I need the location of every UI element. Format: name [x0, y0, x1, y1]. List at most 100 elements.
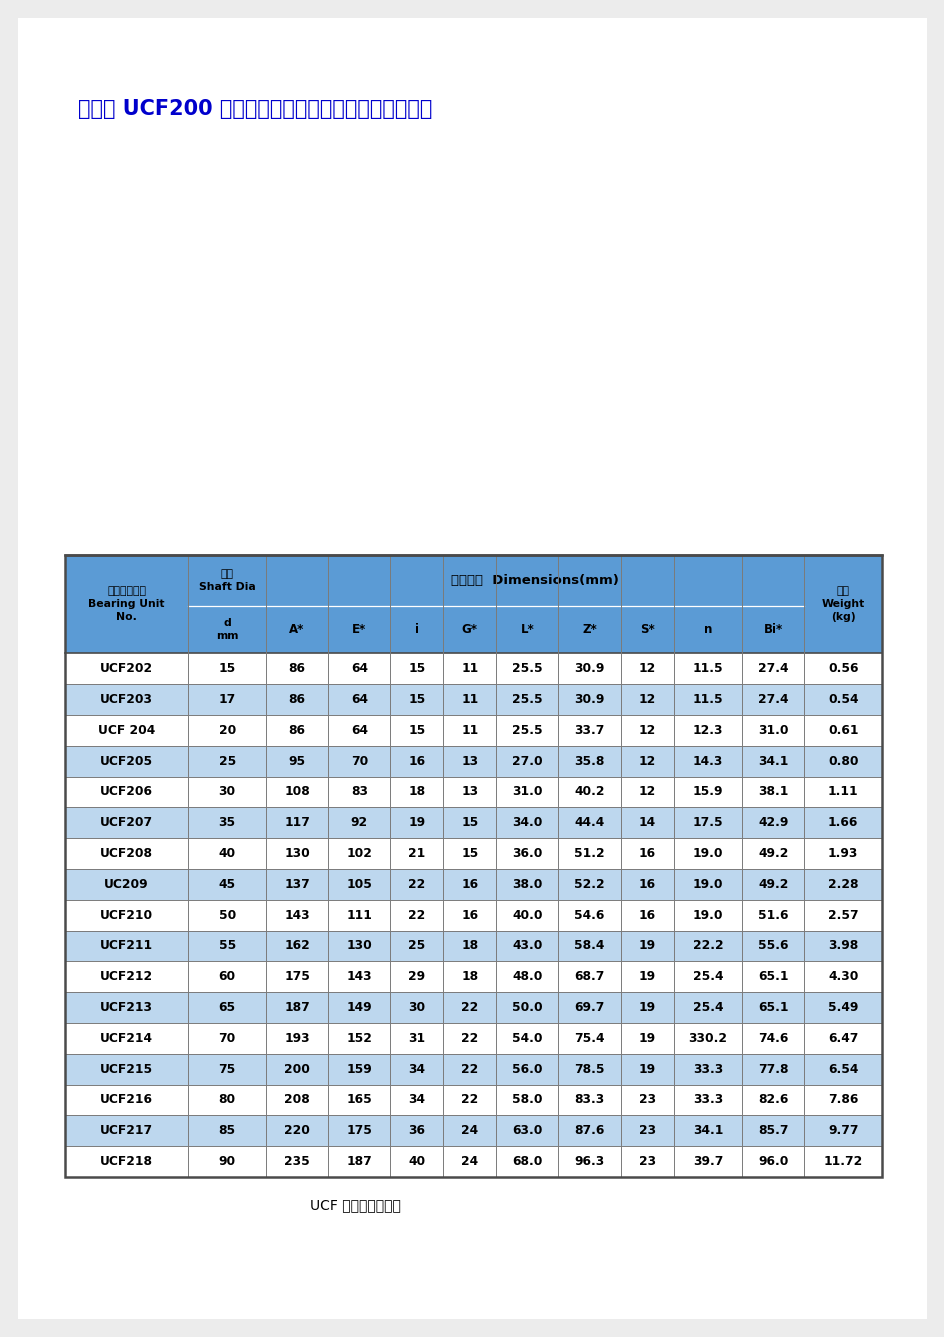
Text: 16: 16 [638, 909, 655, 921]
Text: 15: 15 [408, 662, 425, 675]
Text: 36: 36 [408, 1124, 425, 1138]
Text: 63.0: 63.0 [512, 1124, 542, 1138]
Text: 92: 92 [350, 816, 367, 829]
Text: 51.2: 51.2 [574, 848, 604, 860]
Text: 175: 175 [284, 971, 310, 983]
Text: 14.3: 14.3 [692, 754, 722, 767]
Text: 22: 22 [408, 909, 425, 921]
Text: 31.0: 31.0 [512, 785, 542, 798]
Text: 1.66: 1.66 [827, 816, 857, 829]
Text: 83.3: 83.3 [574, 1094, 604, 1107]
Text: UCF212: UCF212 [100, 971, 153, 983]
Text: 20: 20 [218, 723, 236, 737]
Text: 12.3: 12.3 [692, 723, 722, 737]
Text: UCF203: UCF203 [100, 693, 153, 706]
Text: 29: 29 [408, 971, 425, 983]
Text: 0.56: 0.56 [827, 662, 857, 675]
Text: UCF218: UCF218 [100, 1155, 153, 1169]
Bar [65, 869, 881, 900]
Text: UCF215: UCF215 [100, 1063, 153, 1076]
Text: UCF214: UCF214 [100, 1032, 153, 1046]
Text: 65.1: 65.1 [757, 971, 787, 983]
Text: 25.5: 25.5 [512, 662, 542, 675]
Text: 64: 64 [350, 662, 367, 675]
Text: 24: 24 [461, 1155, 478, 1169]
Text: 70: 70 [218, 1032, 236, 1046]
Text: 90: 90 [218, 1155, 235, 1169]
Text: 24: 24 [461, 1124, 478, 1138]
Text: 152: 152 [346, 1032, 372, 1046]
Text: 58.0: 58.0 [512, 1094, 542, 1107]
Text: 208: 208 [284, 1094, 310, 1107]
Text: 130: 130 [346, 940, 372, 952]
Bar [65, 1023, 881, 1054]
Text: 11.5: 11.5 [692, 693, 722, 706]
Text: 11: 11 [461, 662, 478, 675]
Text: 85.7: 85.7 [757, 1124, 787, 1138]
Text: 64: 64 [350, 723, 367, 737]
Text: 137: 137 [284, 878, 310, 890]
Text: 18: 18 [408, 785, 425, 798]
Text: 25: 25 [408, 940, 425, 952]
Text: 31: 31 [408, 1032, 425, 1046]
Text: 86: 86 [288, 723, 305, 737]
Text: 86: 86 [288, 693, 305, 706]
Text: 143: 143 [346, 971, 372, 983]
Text: 50: 50 [218, 909, 236, 921]
Text: 27.4: 27.4 [757, 662, 787, 675]
Text: UCF213: UCF213 [100, 1001, 153, 1013]
Text: UC209: UC209 [104, 878, 149, 890]
Text: 39.7: 39.7 [692, 1155, 722, 1169]
Text: 22: 22 [408, 878, 425, 890]
Text: 11.5: 11.5 [692, 662, 722, 675]
Text: Z*: Z* [582, 623, 597, 636]
Text: 58.4: 58.4 [574, 940, 604, 952]
Text: E*: E* [352, 623, 366, 636]
Text: 38.1: 38.1 [757, 785, 787, 798]
Text: 102: 102 [346, 848, 372, 860]
Text: 40: 40 [408, 1155, 425, 1169]
Text: 19.0: 19.0 [692, 848, 722, 860]
Text: 17.5: 17.5 [692, 816, 722, 829]
Text: 15: 15 [218, 662, 236, 675]
Text: 85: 85 [218, 1124, 235, 1138]
Text: 51.6: 51.6 [757, 909, 787, 921]
Bar [65, 777, 881, 808]
Bar [65, 685, 881, 715]
Text: n: n [703, 623, 712, 636]
Text: 80: 80 [218, 1094, 235, 1107]
Text: UCF206: UCF206 [100, 785, 153, 798]
Text: 111: 111 [346, 909, 372, 921]
Text: 36.0: 36.0 [512, 848, 542, 860]
Text: 12: 12 [638, 662, 655, 675]
Text: 43.0: 43.0 [512, 940, 542, 952]
Text: 193: 193 [284, 1032, 310, 1046]
Text: 19: 19 [638, 1001, 655, 1013]
Text: 27.4: 27.4 [757, 693, 787, 706]
Text: 22: 22 [461, 1094, 478, 1107]
Text: 16: 16 [461, 909, 478, 921]
Text: 54.0: 54.0 [512, 1032, 542, 1046]
Text: 77.8: 77.8 [757, 1063, 787, 1076]
Text: UCF 系列产品说明：: UCF 系列产品说明： [310, 1198, 400, 1213]
Text: 108: 108 [284, 785, 310, 798]
Bar [65, 838, 881, 869]
Text: 48.0: 48.0 [512, 971, 542, 983]
Text: 16: 16 [638, 878, 655, 890]
Text: 16: 16 [461, 878, 478, 890]
Text: 31.0: 31.0 [757, 723, 787, 737]
Text: Bi*: Bi* [763, 623, 782, 636]
Text: 45: 45 [218, 878, 235, 890]
Text: 2.28: 2.28 [827, 878, 857, 890]
Text: 74.6: 74.6 [757, 1032, 787, 1046]
Text: 130: 130 [284, 848, 310, 860]
Text: 带座轴承型号
Bearing Unit
No.: 带座轴承型号 Bearing Unit No. [89, 586, 165, 622]
Text: UCF210: UCF210 [100, 909, 153, 921]
Text: 19.0: 19.0 [692, 909, 722, 921]
Text: 187: 187 [346, 1155, 372, 1169]
Text: 11: 11 [461, 723, 478, 737]
Text: 5.49: 5.49 [827, 1001, 857, 1013]
Text: 49.2: 49.2 [757, 878, 787, 890]
Text: 0.80: 0.80 [827, 754, 857, 767]
Text: 轴径
Shaft Dia: 轴径 Shaft Dia [198, 570, 255, 592]
